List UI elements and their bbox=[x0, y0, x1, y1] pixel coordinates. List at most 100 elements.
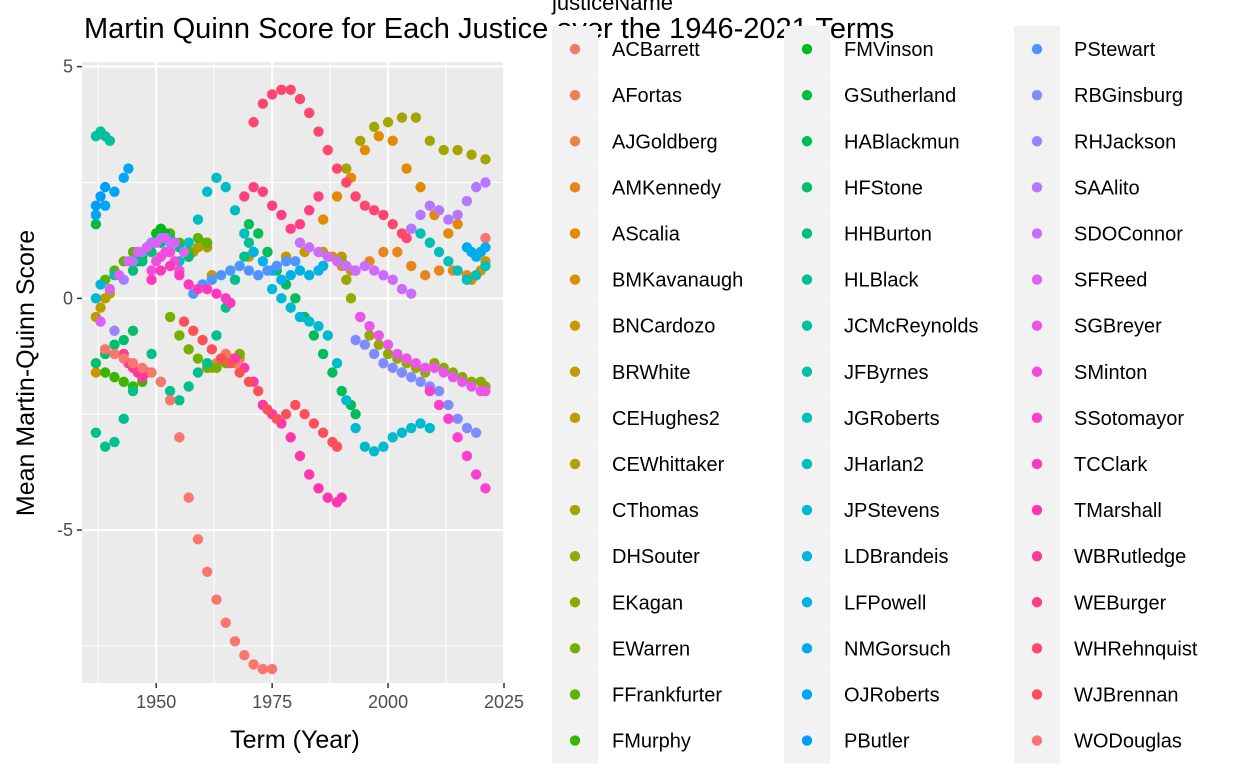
data-point bbox=[164, 260, 176, 272]
data-point bbox=[382, 117, 394, 128]
legend-label: DHSouter bbox=[612, 546, 700, 568]
legend-swatch bbox=[1031, 458, 1043, 470]
data-point bbox=[424, 135, 436, 146]
series-OJRoberts bbox=[90, 163, 134, 221]
data-point bbox=[257, 186, 269, 197]
data-point bbox=[137, 362, 148, 374]
legend-swatch bbox=[569, 550, 581, 562]
legend-swatch bbox=[1031, 274, 1043, 285]
legend-swatch bbox=[569, 136, 581, 147]
data-point bbox=[406, 422, 417, 434]
legend-item-HABlackmun: HABlackmun bbox=[784, 118, 960, 165]
legend-label: PButler bbox=[844, 731, 910, 753]
legend-swatch bbox=[1031, 182, 1043, 193]
data-point bbox=[350, 422, 361, 434]
data-point bbox=[387, 274, 398, 286]
data-point bbox=[345, 293, 357, 304]
legend-swatch bbox=[569, 504, 581, 516]
data-point bbox=[336, 492, 347, 503]
data-point bbox=[141, 242, 153, 253]
legend-item-CThomas: CThomas bbox=[552, 487, 699, 534]
legend-label: HHBurton bbox=[844, 223, 932, 245]
data-point bbox=[327, 367, 338, 378]
legend-item-BMKavanaugh: BMKavanaugh bbox=[552, 256, 743, 303]
data-point bbox=[443, 413, 454, 425]
data-point bbox=[294, 311, 306, 323]
data-point bbox=[322, 144, 333, 156]
legend-item-WHRehnquist: WHRehnquist bbox=[1014, 625, 1198, 672]
data-point bbox=[146, 367, 157, 378]
data-point bbox=[202, 283, 213, 295]
legend-label: WHRehnquist bbox=[1074, 638, 1198, 660]
data-point bbox=[262, 404, 273, 415]
legend-swatch bbox=[801, 136, 813, 147]
legend-item-WJBrennan: WJBrennan bbox=[1014, 671, 1179, 718]
data-point bbox=[438, 367, 449, 378]
legend-label: HLBlack bbox=[844, 270, 919, 292]
data-point bbox=[164, 311, 176, 323]
data-point bbox=[331, 163, 343, 174]
series-JCMcReynolds bbox=[90, 126, 116, 146]
y-axis-label: Mean Martin-Quinn Score bbox=[12, 230, 40, 516]
data-point bbox=[341, 177, 352, 188]
data-point bbox=[109, 325, 120, 336]
data-point bbox=[118, 376, 129, 387]
data-point bbox=[452, 144, 463, 156]
data-point bbox=[317, 214, 329, 225]
legend-swatch bbox=[801, 89, 813, 101]
data-point bbox=[202, 566, 213, 577]
data-point bbox=[480, 260, 491, 272]
legend-title: justiceName bbox=[551, 0, 673, 15]
data-point bbox=[257, 663, 269, 675]
data-point bbox=[99, 200, 111, 211]
data-point bbox=[90, 367, 102, 378]
data-point bbox=[192, 353, 204, 364]
legend-item-WEBurger: WEBurger bbox=[1014, 579, 1167, 626]
data-point bbox=[197, 334, 208, 346]
legend-swatch bbox=[569, 228, 581, 239]
data-point bbox=[202, 358, 213, 369]
data-point bbox=[146, 348, 157, 360]
data-point bbox=[378, 269, 389, 281]
data-point bbox=[322, 251, 333, 262]
legend-label: SFReed bbox=[1074, 270, 1147, 292]
y-tick-label: 5 bbox=[63, 57, 73, 77]
legend-swatch bbox=[569, 274, 581, 285]
data-point bbox=[336, 385, 347, 397]
data-point bbox=[266, 200, 278, 211]
legend-label: FMurphy bbox=[612, 731, 691, 753]
legend-swatch bbox=[569, 643, 581, 654]
series-JGRoberts bbox=[406, 223, 491, 286]
data-point bbox=[480, 385, 491, 397]
data-point bbox=[262, 265, 273, 276]
data-point bbox=[248, 181, 259, 193]
series-WODouglas bbox=[99, 344, 278, 675]
data-point bbox=[183, 279, 194, 290]
data-point bbox=[480, 232, 491, 244]
data-point bbox=[308, 330, 320, 341]
data-point bbox=[350, 191, 361, 202]
data-point bbox=[109, 436, 120, 448]
legend-item-NMGorsuch: NMGorsuch bbox=[784, 625, 951, 672]
data-point bbox=[183, 381, 194, 392]
legend-item-SGBreyer: SGBreyer bbox=[1014, 302, 1162, 349]
data-point bbox=[239, 228, 250, 239]
data-point bbox=[262, 246, 273, 258]
data-point bbox=[243, 219, 255, 230]
data-point bbox=[470, 427, 482, 438]
data-point bbox=[192, 232, 204, 244]
legend-label: FFrankfurter bbox=[612, 684, 722, 706]
legend-swatch bbox=[801, 320, 813, 331]
legend-swatch bbox=[1031, 597, 1043, 608]
data-point bbox=[317, 348, 329, 360]
legend-item-AFortas: AFortas bbox=[552, 72, 682, 119]
legend-swatch bbox=[801, 643, 813, 654]
legend-swatch bbox=[1031, 320, 1043, 331]
data-point bbox=[285, 84, 296, 96]
data-point bbox=[368, 446, 380, 457]
data-point bbox=[392, 246, 403, 258]
legend-label: WJBrennan bbox=[1074, 684, 1179, 706]
data-point bbox=[109, 371, 120, 383]
data-point bbox=[90, 427, 102, 438]
data-point bbox=[341, 395, 352, 406]
